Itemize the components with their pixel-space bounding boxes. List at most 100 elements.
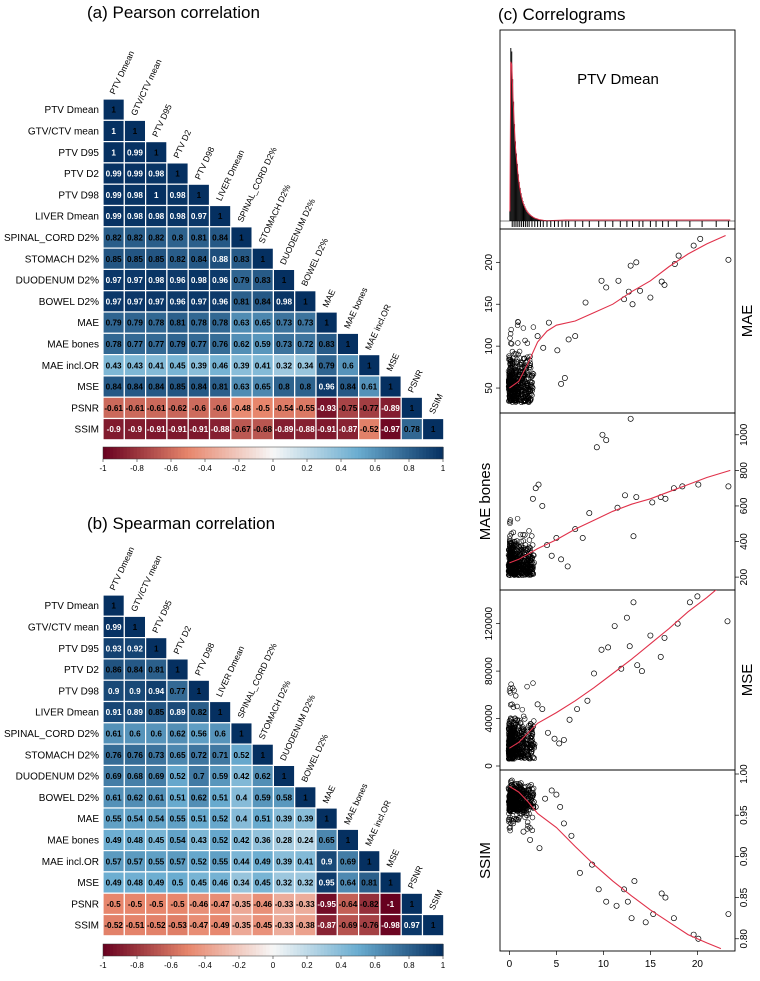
y-tick-label: 120000: [484, 607, 495, 641]
row-label: PTV D95: [58, 644, 99, 655]
colorbar-tick-label: 0.6: [369, 464, 381, 473]
cell-value: 0.45: [255, 879, 271, 888]
row-label: MAE bones: [47, 339, 99, 350]
cell-value: 1: [111, 148, 116, 157]
panel-content: [505, 415, 732, 578]
colorbar-segment: [167, 447, 172, 459]
scatter-point: [517, 380, 523, 387]
scatter-point: [554, 347, 561, 354]
scatter-point: [506, 570, 513, 577]
cell-value: 0.82: [170, 255, 186, 264]
colorbar-segment: [409, 944, 413, 956]
colorbar-segment: [184, 944, 189, 956]
cell-value: 0.93: [106, 644, 122, 653]
scatter-point: [548, 552, 555, 559]
scatter-point: [531, 743, 537, 749]
y-tick-label: 0.80: [739, 929, 750, 949]
colorbar-segment: [354, 944, 359, 956]
scatter-point: [512, 571, 518, 577]
cell-value: -0.45: [253, 921, 272, 930]
scatter-point: [529, 542, 536, 548]
colorbar-segment: [310, 447, 315, 459]
histogram-label: PTV Dmean: [577, 71, 659, 88]
colorbar-segment: [296, 944, 301, 956]
heatmap-cell: [421, 913, 445, 937]
scatter-point: [529, 736, 535, 742]
y-tick-label: 800: [739, 462, 750, 479]
cell-value: -0.52: [360, 425, 379, 434]
colorbar-segment: [143, 944, 148, 956]
scatter-point: [515, 340, 521, 346]
cell-value: 0.61: [148, 793, 164, 802]
scatter-point: [507, 734, 514, 741]
scatter-point: [622, 492, 628, 499]
cell-value: -0.48: [232, 404, 251, 413]
cell-value: 0.8: [300, 383, 312, 392]
scatter-point: [506, 688, 513, 694]
column-label: SSIM: [427, 888, 445, 911]
scatter-point: [521, 568, 527, 574]
colorbar-segment: [296, 447, 301, 459]
cell-value: 0.96: [212, 297, 228, 306]
scatter-point: [725, 911, 732, 917]
colorbar-segment: [171, 944, 175, 956]
colorbar-segment: [252, 447, 257, 459]
scatter-point: [515, 364, 521, 370]
colorbar-segment: [262, 944, 267, 956]
cell-value: -0.47: [190, 921, 209, 930]
scatter-point: [518, 360, 524, 366]
scatter-point: [553, 791, 560, 798]
colorbar-segment: [344, 944, 349, 956]
cell-value: 0.76: [127, 751, 143, 760]
colorbar-segment: [276, 944, 281, 956]
cell-value: 0.59: [255, 340, 271, 349]
cell-value: 0.8: [172, 233, 184, 242]
cell-value: 0.39: [191, 361, 207, 370]
cell-value: 1: [154, 644, 159, 653]
scatter-point: [514, 322, 521, 328]
scatter-point: [690, 242, 697, 249]
colorbar-segment: [409, 447, 413, 459]
cell-value: 1: [154, 148, 159, 157]
colorbar-segment: [337, 944, 342, 956]
row-label: LIVER Dmean: [35, 212, 99, 223]
cell-value: 0.81: [148, 666, 164, 675]
cell-value: 0.41: [255, 361, 271, 370]
colorbar-segment: [432, 447, 437, 459]
colorbar-segment: [330, 944, 335, 956]
colorbar-segment: [143, 447, 148, 459]
scatter-point: [561, 375, 568, 381]
cell-value: 0.99: [106, 170, 122, 179]
scatter-point: [507, 517, 514, 523]
scatter-point: [558, 380, 565, 387]
colorbar-segment: [351, 447, 356, 459]
column-label: MAE: [320, 287, 337, 308]
cell-value: -0.5: [170, 900, 185, 909]
colorbar-segment: [313, 447, 318, 459]
y-tick-label: 80000: [484, 657, 495, 685]
scatter-point: [565, 336, 572, 343]
column-label: BOWEL D2%: [299, 236, 330, 287]
scatter-point: [524, 819, 531, 825]
cell-value: 0.77: [148, 340, 164, 349]
colorbar-segment: [439, 447, 444, 459]
cell-value: 0.65: [255, 383, 271, 392]
cell-value: 0.81: [191, 233, 207, 242]
scatter-point: [545, 319, 552, 326]
colorbar-segment: [398, 944, 403, 956]
scatter-panel: 50 100 150 200 MAE: [484, 228, 756, 414]
scatter-point: [593, 444, 600, 451]
cell-value: -0.88: [296, 425, 315, 434]
scatter-point: [507, 827, 513, 834]
colorbar-segment: [256, 944, 260, 956]
cell-value: 0.83: [319, 340, 335, 349]
scatter-point: [566, 716, 573, 723]
cell-value: 0.51: [191, 815, 207, 824]
column-label: PTV D2: [171, 128, 193, 160]
scatter-point: [630, 599, 637, 606]
colorbar-tick-label: -0.4: [198, 464, 212, 473]
scatter-point: [520, 531, 526, 538]
column-label: PTV D98: [193, 641, 217, 677]
cell-value: 0.51: [212, 793, 228, 802]
cell-value: -0.5: [256, 404, 271, 413]
